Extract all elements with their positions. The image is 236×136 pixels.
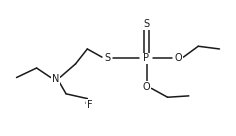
Text: F: F (87, 100, 93, 110)
Text: S: S (143, 19, 149, 30)
Text: O: O (143, 82, 150, 92)
Text: P: P (143, 53, 149, 64)
Text: N: N (52, 74, 59, 84)
Text: O: O (174, 53, 182, 64)
Text: S: S (104, 53, 110, 64)
